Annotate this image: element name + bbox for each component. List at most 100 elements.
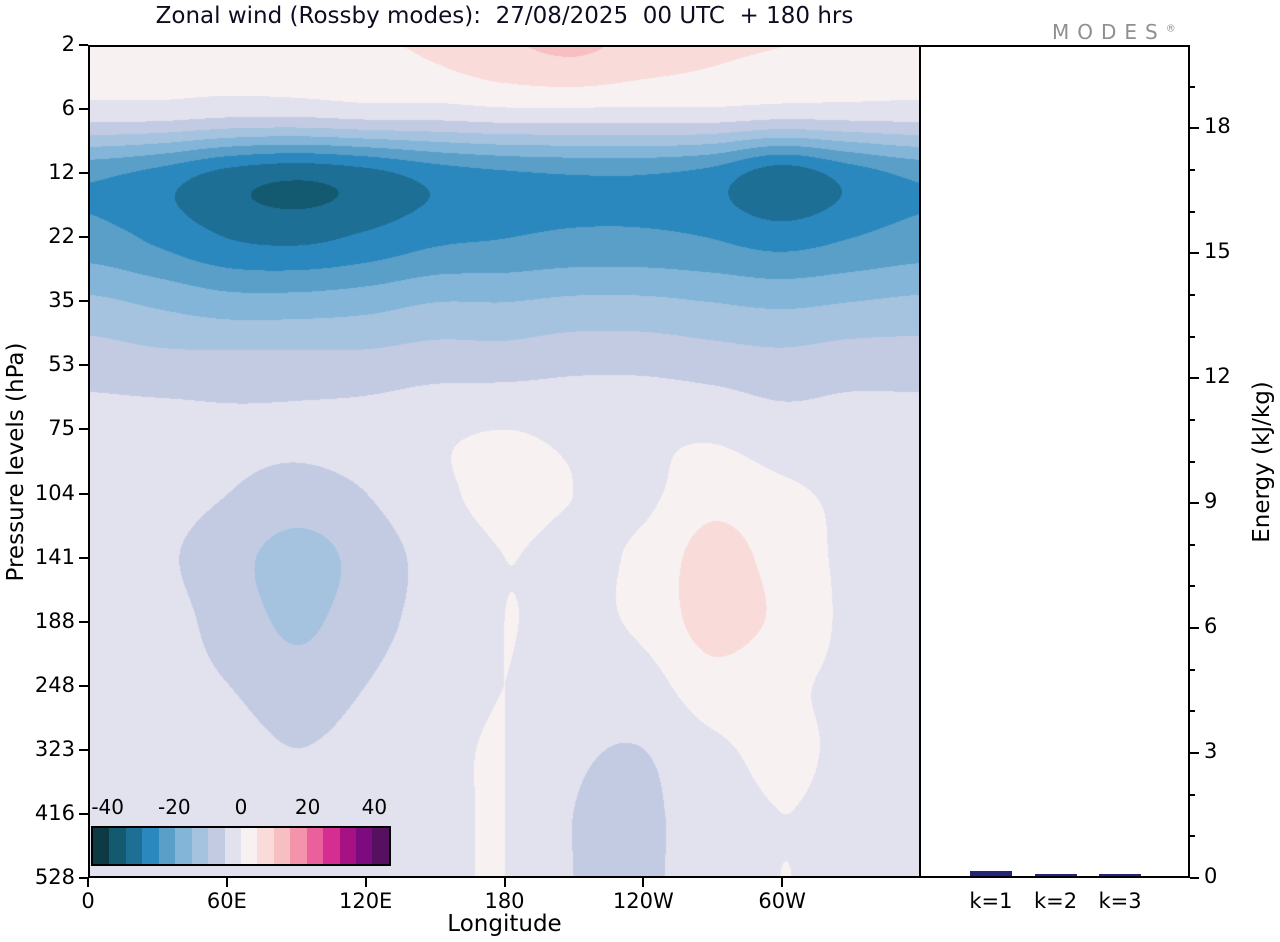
pressure-tick-label: 53 <box>48 352 75 377</box>
energy-tick-label: 0 <box>1204 864 1218 888</box>
pressure-tick-mark <box>79 300 88 303</box>
colorbar-segment <box>356 828 373 864</box>
colorbar-segment <box>175 828 192 864</box>
energy-tick-mark <box>1190 127 1199 130</box>
pressure-tick-label: 248 <box>34 672 75 697</box>
colorbar-segment <box>224 828 241 864</box>
energy-tick-mark <box>1190 252 1199 255</box>
pressure-tick-label: 35 <box>48 288 75 313</box>
pressure-tick-label: 104 <box>34 480 75 505</box>
energy-tick-label: 6 <box>1204 614 1218 639</box>
colorbar-segment <box>323 828 340 864</box>
pressure-tick-label: 22 <box>48 224 75 249</box>
pressure-tick-label: 2 <box>61 32 75 56</box>
colorbar-segment <box>372 828 389 864</box>
energy-minor-tick-mark <box>1190 460 1195 463</box>
pressure-tick-label: 6 <box>61 96 75 121</box>
contour-canvas <box>90 47 919 876</box>
longitude-tick-label: 60W <box>758 889 806 913</box>
energy-minor-tick-mark <box>1190 835 1195 838</box>
longitude-tick-label: 60E <box>206 889 247 913</box>
pressure-tick-label: 12 <box>48 160 75 185</box>
colorbar-segment <box>208 828 225 864</box>
pressure-tick-mark <box>79 364 88 367</box>
pressure-tick-mark <box>79 748 88 751</box>
colorbar-segment <box>273 828 291 864</box>
colorbar-segment <box>125 828 143 864</box>
pressure-tick-mark <box>79 108 88 111</box>
colorbar-tick-label: 0 <box>234 795 248 819</box>
longitude-tick-mark <box>642 878 645 887</box>
pressure-tick-label: 528 <box>34 865 75 889</box>
longitude-tick-label: 120E <box>338 889 393 913</box>
longitude-tick-mark <box>503 878 506 887</box>
energy-minor-tick-mark <box>1190 793 1195 796</box>
longitude-tick-mark <box>87 878 89 887</box>
pressure-tick-mark <box>79 620 88 623</box>
colorbar-segment <box>142 828 159 864</box>
colorbar-tick-label: -40 <box>91 795 124 819</box>
colorbar-tick-label: 40 <box>361 795 388 819</box>
colorbar-segment <box>109 828 126 864</box>
colorbar <box>91 826 391 866</box>
energy-bar <box>1034 874 1077 876</box>
pressure-tick-mark <box>79 172 88 175</box>
pressure-tick-mark <box>79 684 88 687</box>
energy-tick-mark <box>1190 377 1199 380</box>
energy-minor-tick-mark <box>1190 85 1195 88</box>
energy-minor-tick-mark <box>1190 543 1195 546</box>
pressure-tick-mark <box>79 492 88 495</box>
energy-bar <box>1099 874 1142 876</box>
energy-bar-panel <box>921 45 1190 878</box>
pressure-tick-label: 141 <box>34 544 75 569</box>
energy-minor-tick-mark <box>1190 210 1195 213</box>
pressure-tick-mark <box>79 877 88 879</box>
energy-tick-label: 15 <box>1204 239 1231 264</box>
energy-tick-mark <box>1190 627 1199 630</box>
colorbar-segment <box>93 828 110 864</box>
colorbar-segment <box>191 828 209 864</box>
wavenumber-label: k=3 <box>1098 889 1142 913</box>
energy-bar <box>969 871 1012 876</box>
chart-title: Zonal wind (Rossby modes): 27/08/2025 00… <box>155 3 854 29</box>
modes-logo: MODES® <box>1052 20 1176 44</box>
longitude-tick-label: 0 <box>81 889 95 913</box>
longitude-tick-mark <box>364 878 367 887</box>
energy-minor-tick-mark <box>1190 293 1195 296</box>
pressure-tick-mark <box>79 556 88 559</box>
colorbar-segment <box>158 828 176 864</box>
colorbar-segment <box>257 828 274 864</box>
colorbar-segment <box>240 828 258 864</box>
longitude-tick-mark <box>781 878 784 887</box>
pressure-tick-mark <box>79 44 88 46</box>
wavenumber-label: k=1 <box>969 889 1013 913</box>
energy-minor-tick-mark <box>1190 710 1195 713</box>
pressure-tick-label: 416 <box>34 800 75 825</box>
energy-minor-tick-mark <box>1190 585 1195 588</box>
pressure-tick-mark <box>79 428 88 431</box>
energy-minor-tick-mark <box>1190 335 1195 338</box>
longitude-axis-label: Longitude <box>447 911 562 937</box>
energy-tick-label: 12 <box>1204 364 1231 389</box>
colorbar-segment <box>339 828 356 864</box>
energy-minor-tick-mark <box>1190 168 1195 171</box>
colorbar-tick-label: 20 <box>294 795 321 819</box>
energy-tick-mark <box>1190 877 1199 879</box>
modes-logo-text: MODES <box>1052 20 1166 44</box>
pressure-tick-label: 323 <box>34 736 75 761</box>
modes-logo-mark: ® <box>1165 23 1176 35</box>
longitude-tick-label: 120W <box>612 889 674 913</box>
colorbar-tick-label: -20 <box>157 795 191 819</box>
longitude-tick-label: 180 <box>484 889 525 913</box>
energy-tick-label: 9 <box>1204 489 1218 514</box>
energy-tick-mark <box>1190 502 1199 505</box>
energy-axis-label: Energy (kJ/kg) <box>1249 381 1275 543</box>
contour-plot: -40 -20 0 20 40 <box>88 45 921 878</box>
pressure-tick-mark <box>79 236 88 239</box>
wavenumber-label: k=2 <box>1033 889 1078 913</box>
energy-tick-mark <box>1190 752 1199 755</box>
energy-tick-label: 18 <box>1204 114 1231 139</box>
longitude-tick-mark <box>225 878 228 887</box>
pressure-tick-mark <box>79 812 88 815</box>
